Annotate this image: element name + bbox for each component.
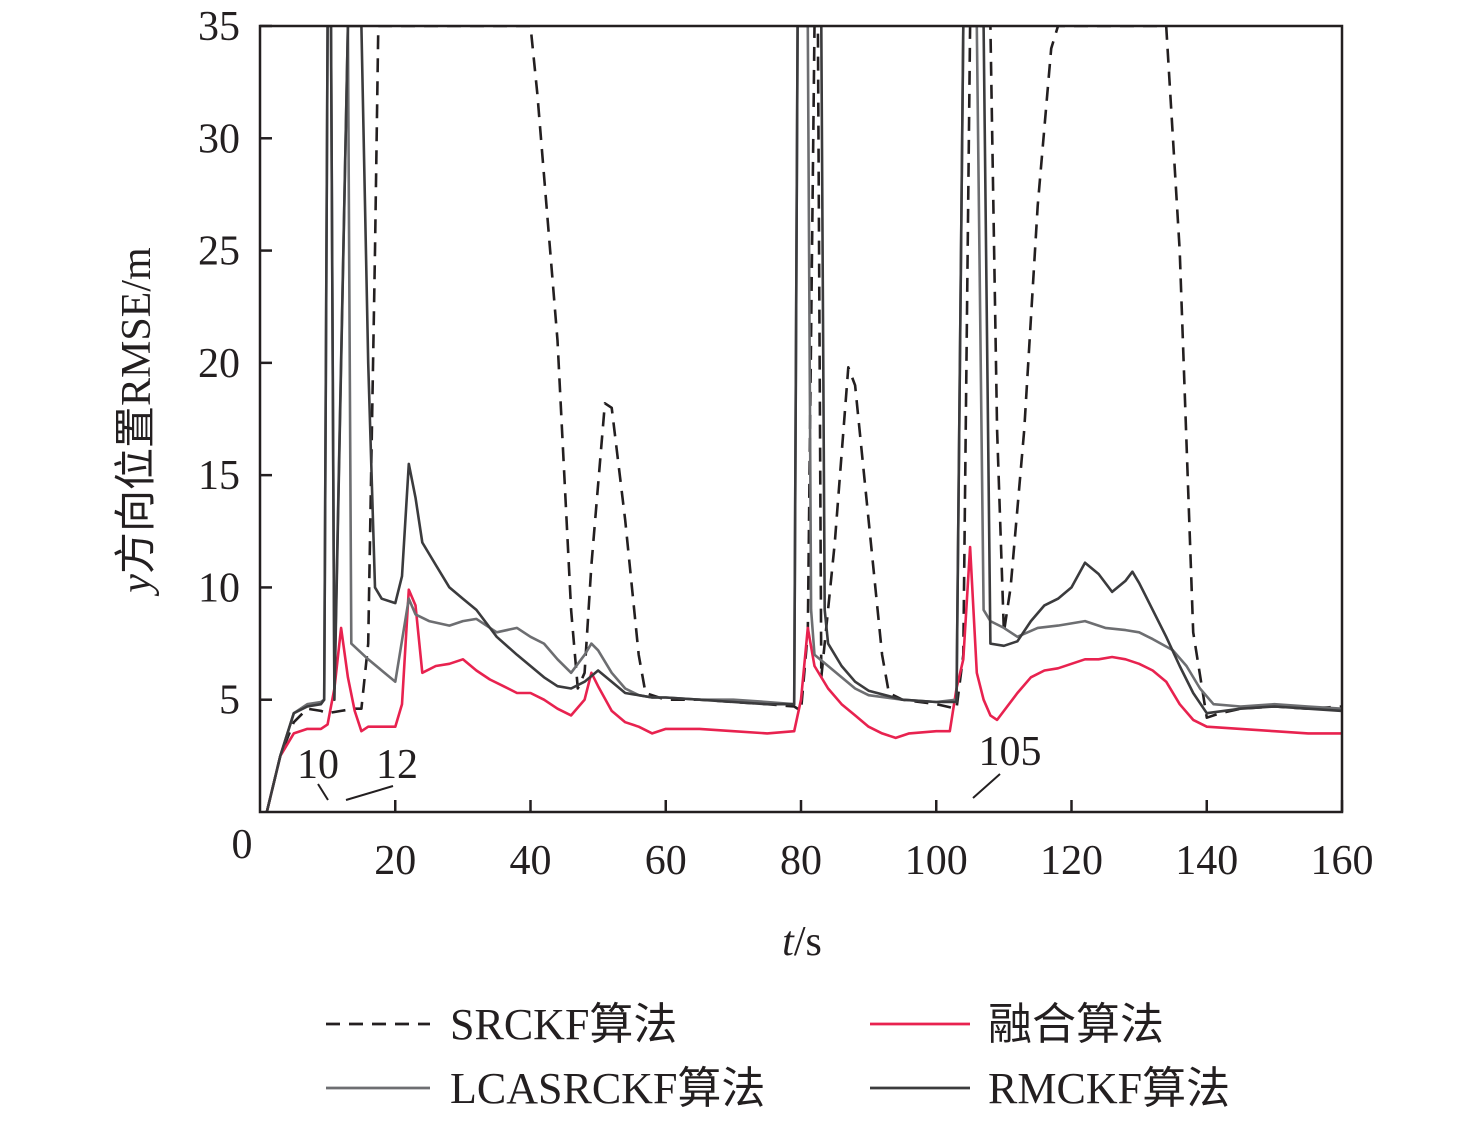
annotation-leader [345, 785, 394, 801]
legend-label-fusion: 融合算法 [988, 1000, 1164, 1049]
origin-tick-label: 0 [232, 822, 253, 868]
annotation-leader [317, 783, 329, 801]
y-tick-label: 35 [198, 4, 240, 50]
series-lcasrckf-line [265, 26, 1342, 812]
y-tick-label: 20 [198, 341, 240, 387]
legend-label-lcasrckf: LCASRCKF算法 [450, 1064, 765, 1113]
x-tick-label: 80 [780, 838, 822, 884]
y-tick-label: 15 [198, 453, 240, 499]
legend-label-srckf: SRCKF算法 [450, 1000, 677, 1049]
annotation-leader [972, 773, 1001, 799]
y-tick-label: 30 [198, 116, 240, 162]
annotations: 10 12 105 [297, 729, 1042, 801]
y-tick-label: 25 [198, 229, 240, 275]
series-fusion-line [265, 545, 1342, 812]
series-srckf-line [265, 26, 1342, 812]
x-tick-label: 20 [374, 838, 416, 884]
series-layer [265, 26, 1342, 812]
annotation-label: 105 [979, 729, 1042, 775]
x-tick-label: 100 [905, 838, 968, 884]
annotation-label: 10 [297, 742, 339, 788]
x-tick-label: 140 [1175, 838, 1238, 884]
series-rmckf-line [265, 26, 1342, 812]
x-axis-title: t/s [782, 919, 822, 965]
x-tick-label: 40 [510, 838, 552, 884]
legend-label-rmckf: RMCKF算法 [988, 1064, 1230, 1113]
x-tick-label: 160 [1311, 838, 1374, 884]
y-tick-label: 10 [198, 565, 240, 611]
y-axis-title-rest: 方向位置RMSE/m [113, 247, 160, 574]
y-axis-title: y方向位置RMSE/m [113, 247, 160, 597]
x-tick-label: 120 [1040, 838, 1103, 884]
x-axis-title-var: t [782, 919, 795, 965]
y-axis-title-var: y [114, 574, 160, 597]
x-axis-title-unit: /s [794, 919, 822, 965]
annotation-label: 12 [376, 742, 418, 788]
y-tick-label: 5 [219, 678, 240, 724]
legend: SRCKF算法 融合算法 LCASRCKF算法 RMCKF算法 [326, 1000, 1230, 1113]
x-tick-label: 60 [645, 838, 687, 884]
